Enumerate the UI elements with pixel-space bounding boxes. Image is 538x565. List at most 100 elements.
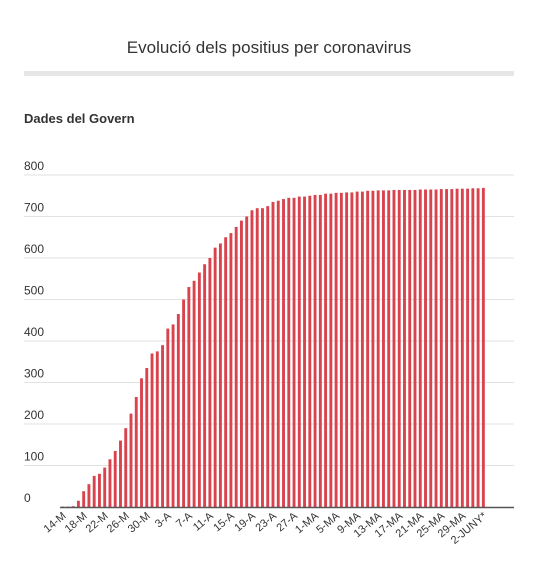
bar bbox=[292, 197, 296, 507]
bar bbox=[182, 299, 186, 507]
bar bbox=[439, 189, 443, 508]
bar bbox=[92, 475, 96, 508]
bar bbox=[392, 189, 396, 507]
bar bbox=[339, 192, 343, 507]
bar bbox=[113, 450, 117, 507]
bar bbox=[240, 220, 243, 507]
y-axis-ticks: 0 100 200 300 400 500 600 700 800 bbox=[24, 159, 44, 505]
y-tick-label: 600 bbox=[24, 242, 44, 256]
bar bbox=[297, 196, 301, 507]
x-tick-label: 19-A bbox=[232, 510, 258, 535]
bar bbox=[76, 500, 80, 507]
bar bbox=[408, 189, 412, 507]
x-tick-label: 15-A bbox=[211, 510, 237, 535]
bar bbox=[366, 190, 370, 507]
bar bbox=[355, 191, 359, 507]
bar bbox=[471, 188, 475, 507]
bar bbox=[345, 192, 349, 507]
bar bbox=[71, 506, 75, 507]
bar bbox=[266, 206, 270, 508]
bar bbox=[171, 324, 175, 507]
bar bbox=[318, 194, 322, 508]
bar bbox=[376, 190, 380, 508]
y-tick-label: 400 bbox=[24, 325, 44, 339]
bar bbox=[350, 192, 354, 507]
x-tick-label: 1-MA bbox=[293, 510, 321, 537]
bar bbox=[382, 190, 385, 508]
bar bbox=[271, 201, 275, 508]
bar bbox=[413, 189, 417, 507]
bar bbox=[255, 208, 259, 507]
x-tick-label: 23-A bbox=[253, 510, 279, 535]
y-tick-label: 300 bbox=[24, 367, 44, 381]
bar bbox=[134, 397, 138, 507]
y-tick-label: 0 bbox=[24, 491, 31, 505]
bar bbox=[103, 467, 107, 507]
bar bbox=[418, 189, 422, 507]
bar bbox=[229, 233, 233, 507]
bar bbox=[276, 200, 280, 508]
bar bbox=[192, 280, 196, 507]
y-tick-label: 700 bbox=[24, 201, 44, 215]
bar bbox=[329, 193, 333, 507]
x-tick-label: 3-A bbox=[153, 510, 174, 531]
bar bbox=[98, 473, 101, 507]
bar bbox=[460, 188, 464, 507]
title-divider bbox=[24, 71, 514, 76]
bar bbox=[466, 188, 470, 507]
bar bbox=[245, 216, 249, 507]
chart-subtitle: Dades del Govern bbox=[24, 111, 135, 126]
bar bbox=[187, 287, 191, 507]
bar bbox=[129, 413, 133, 508]
bar bbox=[387, 190, 391, 508]
bar bbox=[476, 188, 480, 507]
bar bbox=[308, 195, 312, 507]
bar bbox=[334, 192, 338, 507]
bar bbox=[429, 189, 433, 507]
x-tick-label: 30-M bbox=[126, 510, 153, 535]
y-tick-label: 500 bbox=[24, 284, 44, 298]
bar bbox=[145, 367, 149, 507]
x-axis-ticks: 14-M18-M22-M26-M30-M 3-A 7-A11-A15-A19-A23… bbox=[42, 510, 490, 547]
y-tick-label: 800 bbox=[24, 159, 44, 173]
x-tick-label: 22-M bbox=[84, 510, 111, 535]
bar bbox=[224, 237, 228, 507]
bar bbox=[324, 193, 328, 507]
bar bbox=[303, 196, 306, 507]
bar bbox=[155, 351, 159, 508]
chart-title: Evolució dels positius per coronavirus bbox=[126, 38, 412, 57]
bar bbox=[371, 190, 375, 507]
bar bbox=[481, 187, 485, 507]
bar bbox=[287, 197, 291, 507]
bar bbox=[234, 226, 238, 508]
bar bbox=[450, 189, 454, 508]
bar bbox=[455, 188, 459, 507]
bar bbox=[208, 258, 212, 507]
y-tick-label: 100 bbox=[24, 450, 44, 464]
x-tick-label: 18-M bbox=[63, 510, 90, 535]
bar bbox=[360, 191, 364, 507]
bar bbox=[403, 189, 406, 507]
bar bbox=[424, 189, 427, 507]
bar bbox=[161, 345, 164, 507]
bar bbox=[213, 247, 217, 508]
bar bbox=[176, 314, 180, 507]
bar bbox=[82, 491, 86, 507]
bar bbox=[140, 378, 143, 507]
bar bbox=[87, 484, 91, 507]
bar bbox=[282, 199, 285, 507]
bar bbox=[434, 189, 438, 507]
bar bbox=[445, 189, 448, 508]
bar bbox=[397, 189, 401, 507]
bar bbox=[150, 353, 154, 507]
bar bbox=[313, 194, 317, 508]
x-tick-label: 5-MA bbox=[314, 510, 342, 537]
x-tick-label: 14-M bbox=[42, 510, 69, 535]
bar bbox=[250, 210, 254, 507]
bar bbox=[218, 243, 222, 508]
bar bbox=[108, 459, 112, 507]
y-tick-label: 200 bbox=[24, 408, 44, 422]
bar bbox=[166, 328, 170, 507]
x-tick-label: 11-A bbox=[191, 510, 216, 534]
